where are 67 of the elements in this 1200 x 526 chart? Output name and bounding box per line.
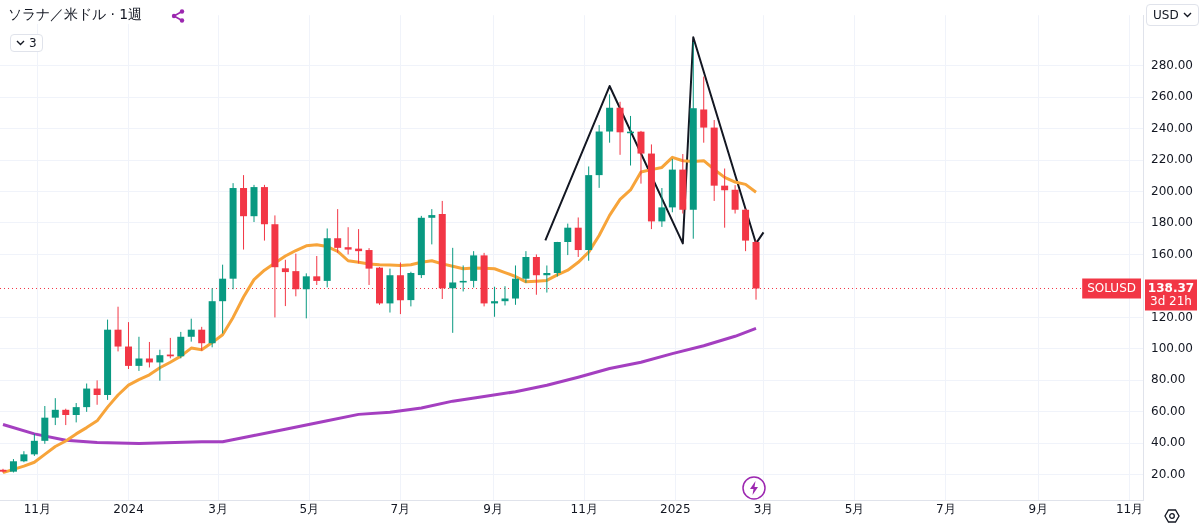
x-tick-label: 5月 bbox=[299, 502, 320, 517]
x-tick-label: 5月 bbox=[844, 502, 865, 517]
y-tick-label: 200.00 bbox=[1151, 183, 1193, 198]
y-tick-label: 120.00 bbox=[1151, 309, 1193, 324]
x-tick-label: 3月 bbox=[208, 502, 228, 517]
text: 138.37 bbox=[1147, 280, 1195, 295]
candlestick bbox=[72, 402, 80, 423]
text: USD bbox=[1153, 8, 1179, 22]
y-tick-label: 60.00 bbox=[1151, 403, 1186, 418]
candlestick bbox=[334, 208, 342, 254]
candlestick bbox=[302, 272, 310, 319]
candlestick bbox=[41, 405, 49, 445]
candlestick bbox=[198, 326, 206, 352]
candlestick bbox=[219, 264, 227, 334]
candlestick bbox=[564, 223, 572, 256]
candlestick bbox=[135, 336, 143, 372]
x-tick-label: 2025 bbox=[660, 502, 691, 517]
candlestick bbox=[511, 264, 519, 306]
candlestick bbox=[428, 208, 436, 245]
x-tick-label: 9月 bbox=[483, 502, 503, 517]
candlestick bbox=[30, 433, 38, 457]
candlestick bbox=[124, 321, 132, 370]
candlestick bbox=[365, 247, 373, 286]
candlestick bbox=[313, 255, 321, 286]
y-tick-label: 280.00 bbox=[1151, 57, 1193, 72]
y-tick-label: 260.00 bbox=[1151, 89, 1193, 104]
y-tick-label: 80.00 bbox=[1151, 372, 1186, 387]
y-tick-label: 20.00 bbox=[1151, 466, 1186, 481]
x-tick-label: 3月 bbox=[753, 502, 774, 517]
candlestick bbox=[449, 247, 457, 334]
candlestick bbox=[145, 341, 153, 368]
x-tick-label: 11月 bbox=[570, 502, 598, 517]
y-tick-label: 220.00 bbox=[1151, 152, 1193, 167]
candlestick bbox=[177, 331, 185, 359]
candlestick bbox=[93, 379, 101, 406]
text: 3d 21h bbox=[1150, 293, 1192, 308]
candlestick bbox=[0, 468, 7, 474]
candlestick bbox=[543, 264, 551, 294]
y-tick-label: 100.00 bbox=[1151, 341, 1193, 356]
candlestick bbox=[658, 187, 666, 228]
x-tick-label: 7月 bbox=[390, 502, 411, 517]
candlestick bbox=[574, 216, 582, 258]
y-tick-label: 180.00 bbox=[1151, 215, 1193, 230]
x-tick-label: 2024 bbox=[113, 502, 144, 517]
x-tick-label: 11月 bbox=[1115, 502, 1144, 517]
candlestick bbox=[491, 286, 499, 318]
candlestick bbox=[344, 226, 352, 255]
candlestick bbox=[83, 383, 91, 413]
candlestick bbox=[532, 253, 540, 296]
annotation: 3 bbox=[29, 36, 37, 50]
candlestick bbox=[606, 93, 614, 144]
candlestick bbox=[114, 306, 122, 352]
y-tick-label: 40.00 bbox=[1151, 435, 1186, 450]
x-tick-label: 7月 bbox=[935, 502, 956, 517]
x-tick-label: 11月 bbox=[23, 502, 51, 517]
candlestick bbox=[156, 349, 164, 382]
x-tick-label: 9月 bbox=[1028, 502, 1049, 517]
candlestick bbox=[700, 76, 708, 144]
y-tick-label: 240.00 bbox=[1151, 120, 1193, 135]
chart-title: ソラナ／米ドル · 1週 bbox=[8, 6, 143, 24]
candlestick bbox=[522, 250, 530, 284]
candlestick bbox=[731, 184, 739, 215]
candlestick bbox=[51, 397, 59, 426]
y-tick-label: 160.00 bbox=[1151, 246, 1193, 261]
candlestick bbox=[187, 318, 195, 343]
ref-line-label: SOLUSD bbox=[1087, 280, 1136, 295]
candlestick bbox=[637, 130, 645, 185]
